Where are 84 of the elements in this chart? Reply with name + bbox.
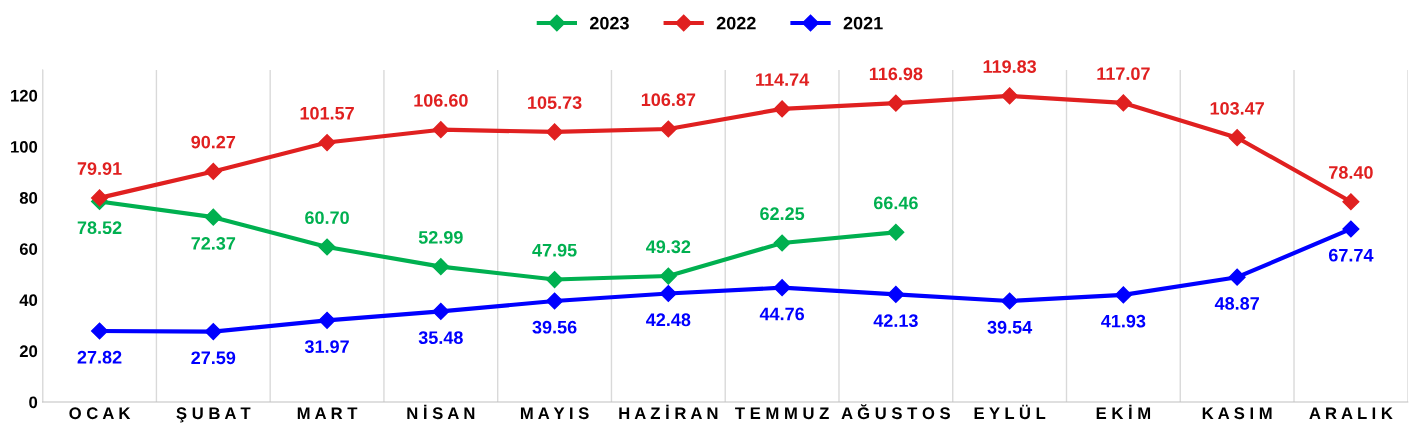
- point: [1228, 129, 1246, 147]
- x-tick-label: N İ S A N: [407, 404, 475, 420]
- point: [432, 302, 450, 320]
- data-label: 41.93: [1101, 314, 1146, 328]
- data-label: 27.82: [77, 350, 122, 364]
- data-label: 103.47: [1210, 101, 1264, 115]
- x-tick-label: A Ğ U S T O S: [841, 404, 950, 420]
- point: [659, 284, 677, 303]
- data-label: 47.95: [532, 243, 577, 257]
- data-label: 35.48: [418, 331, 463, 345]
- data-label: 78.40: [1329, 166, 1373, 179]
- legend-label: 2023: [589, 16, 629, 30]
- x-tick-label: E Y L Ü L: [974, 404, 1046, 420]
- data-label: 31.97: [304, 340, 349, 354]
- point: [432, 121, 450, 139]
- point: [887, 223, 905, 241]
- point: [773, 100, 791, 118]
- point: [1114, 94, 1132, 112]
- x-tick-label: K A S I M: [1202, 407, 1272, 420]
- point: [318, 134, 336, 152]
- data-label: 116.98: [869, 67, 923, 81]
- point: [1342, 220, 1360, 238]
- data-label: 48.87: [1214, 297, 1259, 310]
- point: [318, 238, 336, 256]
- y-tick-label: 60: [19, 243, 38, 255]
- data-label: 106.60: [414, 93, 468, 107]
- data-label: 52.99: [418, 230, 463, 244]
- data-label: 39.56: [532, 320, 577, 334]
- data-label: 44.76: [759, 307, 805, 321]
- point: [546, 292, 564, 310]
- point: [659, 120, 677, 138]
- data-label: 60.70: [305, 211, 349, 225]
- data-label: 114.74: [756, 73, 810, 86]
- data-label: 105.73: [528, 96, 582, 110]
- point: [1001, 87, 1019, 105]
- data-label: 62.25: [760, 207, 805, 221]
- data-label: 66.46: [873, 196, 918, 210]
- point: [546, 123, 564, 141]
- x-tick-label: A R A L I K: [1309, 407, 1393, 419]
- data-label: 90.27: [191, 135, 236, 149]
- point: [432, 258, 450, 276]
- data-label: 42.48: [646, 313, 691, 327]
- point: [1001, 292, 1019, 310]
- point: [773, 279, 791, 297]
- point: [1114, 286, 1132, 304]
- point: [1228, 268, 1246, 286]
- x-tick-label: O C A K: [69, 407, 131, 420]
- point: [204, 208, 222, 226]
- point: [90, 322, 109, 340]
- point: [773, 234, 791, 252]
- x-tick-label: M A Y I S: [520, 407, 589, 420]
- x-tick-label: Ş U B A T: [176, 407, 251, 423]
- point: [546, 270, 564, 289]
- data-label: 78.52: [77, 221, 122, 235]
- y-tick-label: 80: [19, 192, 38, 204]
- point: [204, 323, 222, 341]
- x-tick-label: E K İ M: [1096, 404, 1151, 419]
- data-label: 101.57: [300, 106, 354, 120]
- point: [1342, 193, 1360, 211]
- data-label: 117.07: [1097, 67, 1150, 81]
- data-label: 49.32: [646, 240, 691, 254]
- x-tick-label: M A R T: [297, 407, 358, 419]
- x-tick-label: H A Z İ R A N: [619, 404, 718, 419]
- point: [204, 162, 222, 180]
- data-label: 67.74: [1328, 248, 1374, 262]
- data-label: 79.91: [77, 162, 122, 175]
- data-label: 27.59: [191, 351, 236, 365]
- y-tick-label: 120: [11, 89, 38, 102]
- data-label: 39.54: [987, 320, 1033, 334]
- y-tick-label: 40: [19, 294, 38, 307]
- x-tick-label: T E M M U Z: [735, 407, 829, 420]
- point: [887, 94, 905, 112]
- legend-label: 2021: [843, 16, 883, 30]
- y-tick-label: 20: [19, 345, 38, 358]
- point: [659, 267, 677, 285]
- y-tick-label: 100: [11, 140, 38, 153]
- data-label: 72.37: [191, 236, 236, 250]
- data-label: 119.83: [983, 60, 1037, 73]
- legend-label: 2022: [716, 16, 756, 30]
- y-tick-label: 0: [29, 396, 38, 409]
- point: [887, 285, 905, 303]
- data-label: 106.87: [641, 93, 696, 107]
- point: [318, 311, 336, 329]
- data-label: 42.13: [873, 314, 918, 328]
